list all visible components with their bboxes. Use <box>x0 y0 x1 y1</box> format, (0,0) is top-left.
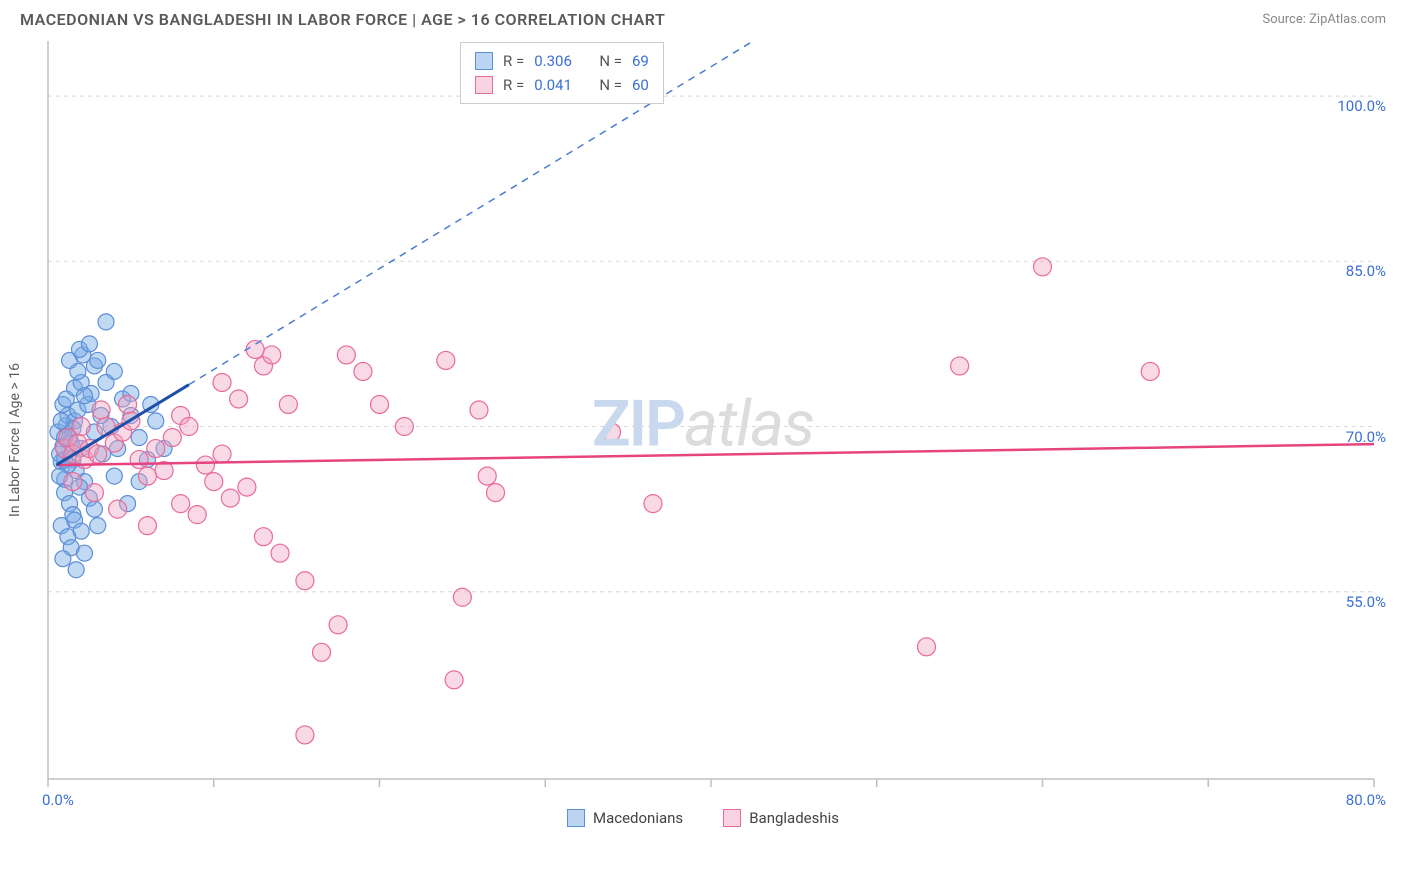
legend-label-1: Macedonians <box>593 809 683 827</box>
x-tick-first: 0.0% <box>42 791 74 809</box>
y-tick-label: 70.0% <box>1346 428 1386 446</box>
swatch-blue-icon <box>475 52 493 70</box>
series-legend: Macedonians Bangladeshis <box>567 809 839 827</box>
r-label: R = <box>503 73 524 97</box>
swatch-pink-icon <box>723 809 741 827</box>
y-tick-label: 55.0% <box>1346 593 1386 611</box>
n-value-2: 60 <box>632 73 649 97</box>
legend-item-1: Macedonians <box>567 809 683 827</box>
correlation-legend: R = 0.306 N = 69 R = 0.041 N = 60 <box>460 42 664 104</box>
legend-label-2: Bangladeshis <box>749 809 839 827</box>
legend-item-2: Bangladeshis <box>723 809 839 827</box>
chart-source: Source: ZipAtlas.com <box>1262 12 1386 27</box>
n-label: N = <box>599 73 622 97</box>
scatter-chart-svg <box>20 37 1386 827</box>
chart-area: In Labor Force | Age > 16 ZIPatlas R = 0… <box>20 37 1386 827</box>
swatch-pink-icon <box>475 76 493 94</box>
x-tick-last: 80.0% <box>1346 791 1386 809</box>
r-value-2: 0.041 <box>534 73 572 97</box>
chart-title: MACEDONIAN VS BANGLADESHI IN LABOR FORCE… <box>20 10 665 29</box>
y-tick-label: 100.0% <box>1337 97 1386 115</box>
r-label: R = <box>503 49 524 73</box>
correlation-row-2: R = 0.041 N = 60 <box>475 73 649 97</box>
y-tick-label: 85.0% <box>1346 262 1386 280</box>
n-value-1: 69 <box>632 49 649 73</box>
swatch-blue-icon <box>567 809 585 827</box>
correlation-row-1: R = 0.306 N = 69 <box>475 49 649 73</box>
r-value-1: 0.306 <box>534 49 572 73</box>
n-label: N = <box>599 49 622 73</box>
